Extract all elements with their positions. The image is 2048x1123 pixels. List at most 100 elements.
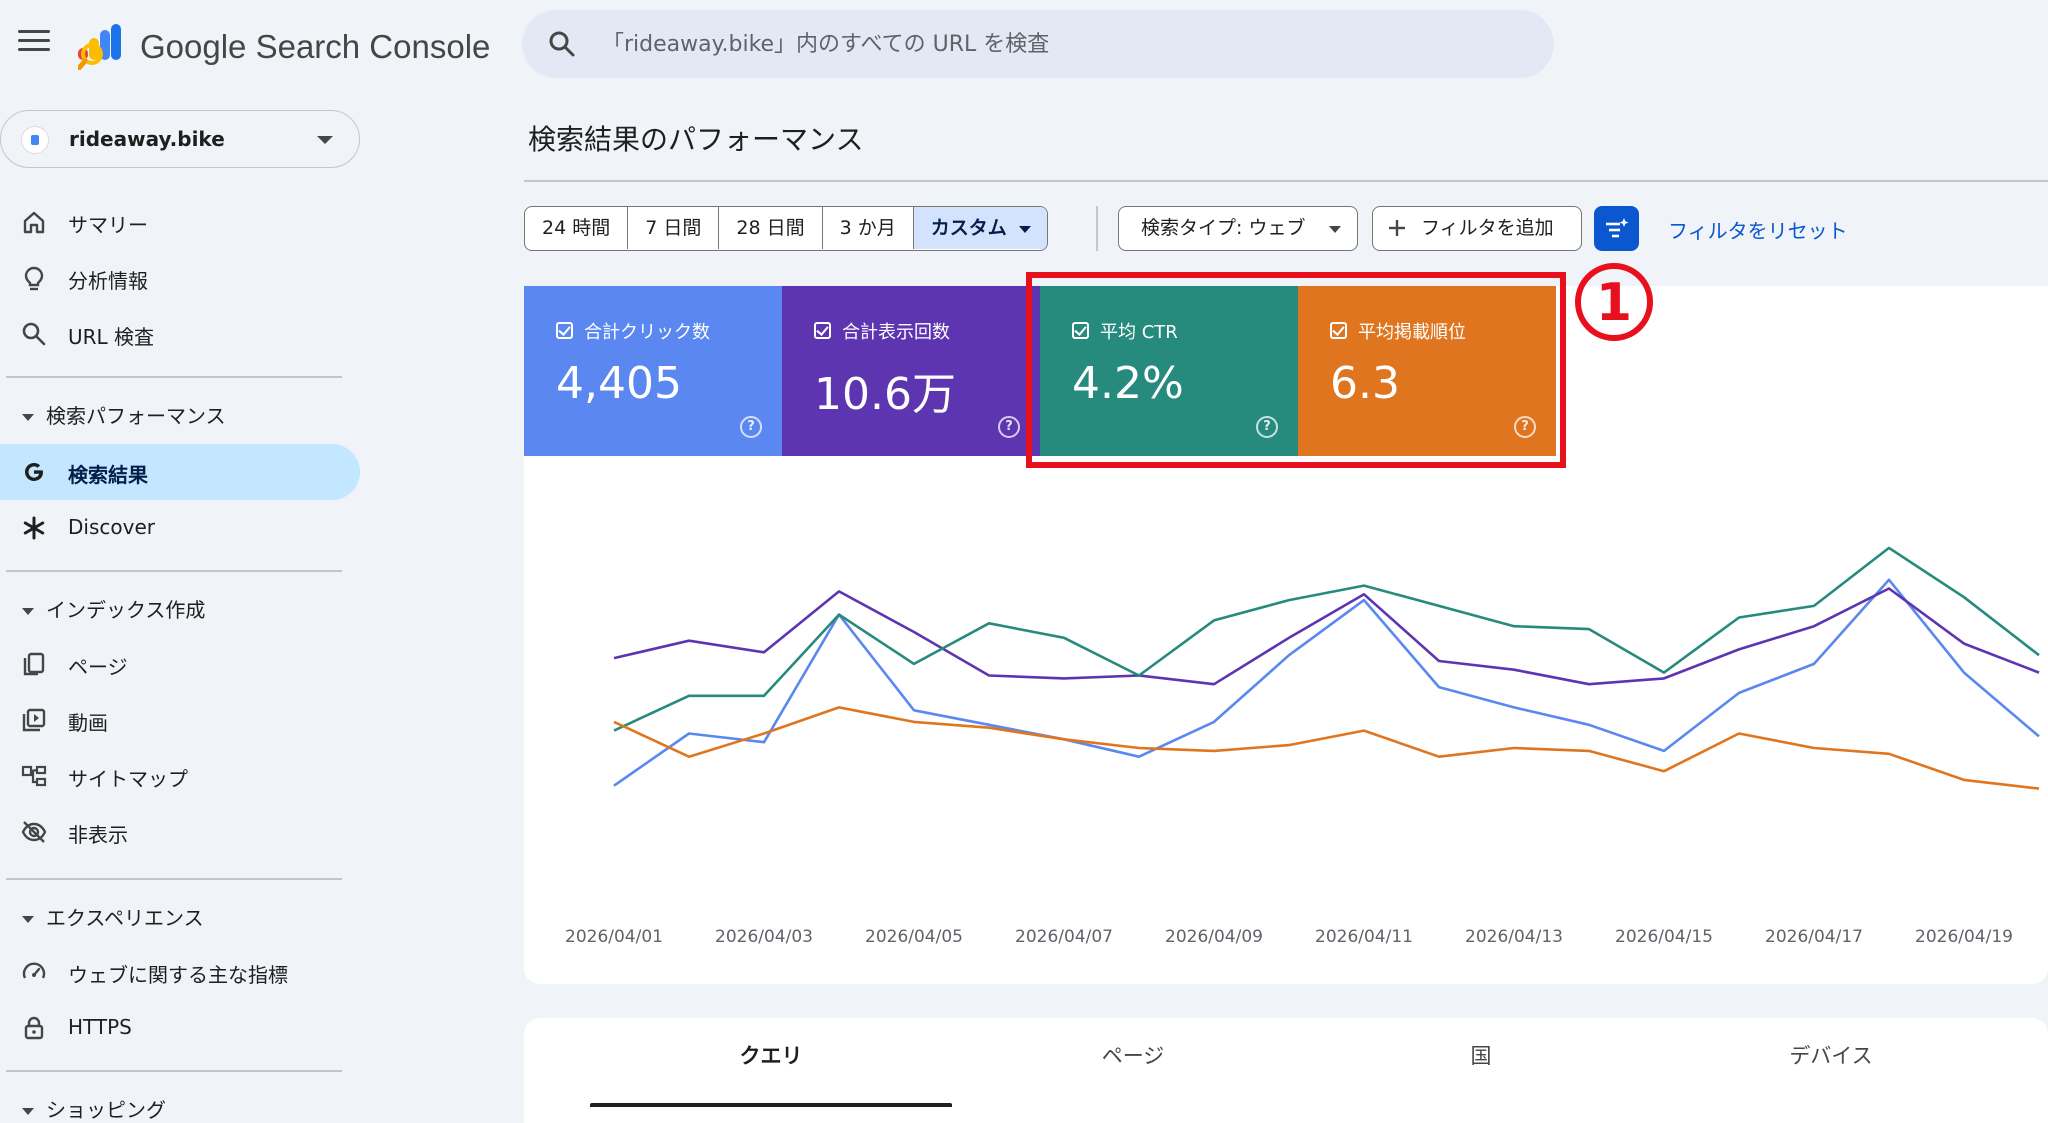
series-line-impressions xyxy=(613,587,2040,686)
performance-line-chart: 2026/04/01 2026/04/03 2026/04/05 2026/04/07… xyxy=(565,546,2040,947)
x-tick-label: 2026/04/07 xyxy=(1015,927,1113,947)
page-title: 検索結果のパフォーマンス xyxy=(528,123,864,156)
x-tick-label: 2026/04/19 xyxy=(1915,927,2013,947)
collapse-icon xyxy=(22,608,34,615)
x-tick-label: 2026/04/05 xyxy=(865,927,963,947)
series-line-ctr xyxy=(613,546,2040,732)
sidebar-item-label: 分析情報 xyxy=(68,269,148,293)
x-tick-label: 2026/04/15 xyxy=(1615,927,1713,947)
sidebar-item-core-web-vitals[interactable]: ウェブに関する主な指標 xyxy=(0,944,360,1000)
title-divider xyxy=(524,180,2048,182)
annotation-callout: 1 xyxy=(1575,263,1653,341)
lock-icon xyxy=(24,1016,44,1040)
property-name: rideaway.bike xyxy=(69,127,225,151)
metric-value: 4.2% xyxy=(1072,358,1184,409)
pages-icon xyxy=(23,652,45,676)
metric-label: 合計表示回数 xyxy=(842,322,950,343)
collapse-icon xyxy=(22,916,34,923)
sidebar-item-summary[interactable]: サマリー xyxy=(0,194,360,250)
sitemap-icon xyxy=(21,765,47,787)
tab-countries[interactable]: 国 xyxy=(1470,1044,1492,1068)
metric-total-impressions[interactable]: 合計表示回数 10.6万 ? xyxy=(782,286,1040,456)
sidebar-item-videos[interactable]: 動画 xyxy=(0,692,360,748)
metric-total-clicks[interactable]: 合計クリック数 4,405 ? xyxy=(524,286,782,456)
url-inspection-search[interactable] xyxy=(522,10,1554,78)
gauge-icon xyxy=(22,962,46,979)
range-3m[interactable]: 3 か月 xyxy=(823,207,914,249)
asterisk-icon xyxy=(23,516,45,540)
home-icon xyxy=(23,211,45,234)
section-experience[interactable]: エクスペリエンス xyxy=(22,902,204,932)
top-app-bar: Google Search Console xyxy=(0,0,2048,92)
sidebar-item-label: 非表示 xyxy=(68,823,128,847)
metric-label: 平均 CTR xyxy=(1100,322,1178,343)
x-tick-label: 2026/04/17 xyxy=(1765,927,1863,947)
sidebar-item-label: ページ xyxy=(68,655,128,679)
sidebar-item-label: サイトマップ xyxy=(68,767,188,791)
help-icon[interactable]: ? xyxy=(1514,416,1536,438)
search-type-dropdown[interactable]: 検索タイプ: ウェブ xyxy=(1118,206,1358,251)
section-search-performance[interactable]: 検索パフォーマンス xyxy=(22,400,226,430)
sidebar-item-label: 検索結果 xyxy=(68,463,148,487)
property-selector[interactable]: rideaway.bike xyxy=(0,110,360,168)
sidebar-item-label: HTTPS xyxy=(68,1015,132,1039)
sidebar-item-removals[interactable]: 非表示 xyxy=(0,804,360,860)
tab-queries[interactable]: クエリ xyxy=(739,1044,803,1068)
range-24h[interactable]: 24 時間 xyxy=(525,207,629,249)
collapse-icon xyxy=(22,414,34,421)
tab-pages[interactable]: ページ xyxy=(1101,1044,1165,1068)
reset-filters-link[interactable]: フィルタをリセット xyxy=(1668,219,1848,243)
section-shopping[interactable]: ショッピング xyxy=(22,1094,166,1123)
x-tick-label: 2026/04/11 xyxy=(1315,927,1413,947)
tab-devices[interactable]: デバイス xyxy=(1789,1044,1873,1068)
metric-value: 4,405 xyxy=(556,358,682,409)
sidebar-item-discover[interactable]: Discover xyxy=(0,500,360,556)
sidebar-item-sitemaps[interactable]: サイトマップ xyxy=(0,748,360,804)
active-tab-indicator xyxy=(590,1103,952,1107)
range-custom[interactable]: カスタム xyxy=(913,207,1047,249)
toolbar-divider xyxy=(1096,206,1098,251)
sidebar-item-label: Discover xyxy=(68,515,155,539)
x-tick-label: 2026/04/09 xyxy=(1165,927,1263,947)
x-tick-label: 2026/04/03 xyxy=(715,927,813,947)
add-filter-button[interactable]: フィルタを追加 xyxy=(1372,206,1582,251)
property-favicon-icon xyxy=(21,126,49,154)
series-line-clicks xyxy=(613,578,2040,787)
main-menu-icon[interactable] xyxy=(18,30,50,56)
sidebar-item-insights[interactable]: 分析情報 xyxy=(0,250,360,306)
add-filter-label: フィルタを追加 xyxy=(1421,217,1554,239)
checkbox-checked-icon xyxy=(556,322,573,339)
section-indexing[interactable]: インデックス作成 xyxy=(22,594,205,624)
metric-value: 6.3 xyxy=(1330,358,1400,409)
metric-label: 合計クリック数 xyxy=(584,322,710,343)
sidebar-item-pages[interactable]: ページ xyxy=(0,636,360,692)
sidebar-divider xyxy=(6,878,342,880)
range-7d[interactable]: 7 日間 xyxy=(628,207,720,249)
annotation-number: 1 xyxy=(1596,273,1632,333)
help-icon[interactable]: ? xyxy=(998,416,1020,438)
metric-label: 平均掲載順位 xyxy=(1358,322,1466,343)
sidebar-item-https[interactable]: HTTPS xyxy=(0,1000,360,1056)
plus-icon xyxy=(1389,220,1405,236)
chevron-down-icon xyxy=(317,136,333,144)
video-icon xyxy=(22,708,46,732)
sidebar-item-search-results[interactable]: 検索結果 xyxy=(0,444,360,500)
filter-settings-button[interactable] xyxy=(1594,206,1639,251)
sidebar-item-label: ウェブに関する主な指標 xyxy=(68,963,288,987)
search-input[interactable] xyxy=(602,22,1502,66)
date-range-selector: 24 時間 7 日間 28 日間 3 か月 カスタム xyxy=(524,206,1048,251)
sidebar-item-label: 動画 xyxy=(68,711,108,735)
metric-average-ctr[interactable]: 平均 CTR 4.2% ? xyxy=(1040,286,1298,456)
range-28d[interactable]: 28 日間 xyxy=(719,207,823,249)
x-tick-label: 2026/04/01 xyxy=(565,927,663,947)
collapse-icon xyxy=(22,1108,34,1115)
sidebar-item-label: サマリー xyxy=(68,213,148,237)
metric-average-position[interactable]: 平均掲載順位 6.3 ? xyxy=(1298,286,1556,456)
filter-sparkle-icon xyxy=(1606,218,1629,238)
sidebar-divider xyxy=(6,376,342,378)
checkbox-checked-icon xyxy=(1330,322,1347,339)
help-icon[interactable]: ? xyxy=(1256,416,1278,438)
help-icon[interactable]: ? xyxy=(740,416,762,438)
sidebar-item-url-inspection[interactable]: URL 検査 xyxy=(0,306,360,362)
metric-value: 10.6万 xyxy=(814,369,956,420)
